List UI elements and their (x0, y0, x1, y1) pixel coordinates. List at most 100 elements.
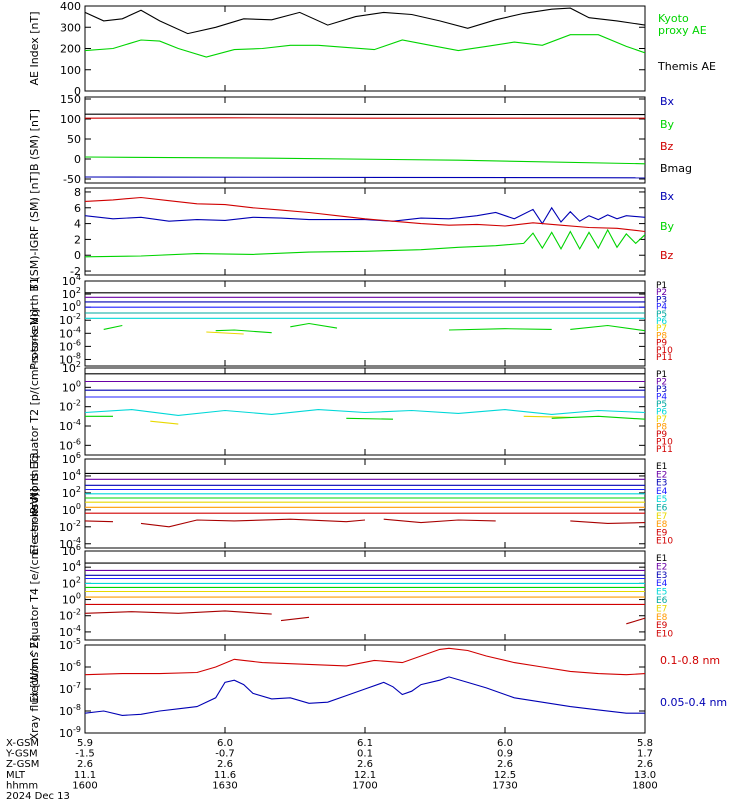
y-tick-label: 10-2 (59, 519, 81, 534)
y-tick-label: 10-2 (59, 608, 81, 623)
footer-value: 0.1 (357, 749, 373, 760)
footer-value: 1800 (632, 780, 657, 791)
y-tick-label: 10-6 (59, 437, 81, 452)
legend-entry-p9: P9 (656, 339, 667, 349)
tick-exponent: 0 (76, 299, 81, 308)
tick-exponent: 6 (76, 543, 81, 552)
legend-entry: Bx (660, 190, 675, 203)
tick-exponent: 6 (76, 451, 81, 460)
tick-base: 10 (59, 661, 73, 674)
segment-line (523, 415, 571, 418)
segment-line (551, 415, 645, 420)
series-line-by (85, 228, 645, 258)
y-tick-label: 106 (62, 451, 81, 466)
panel-bdiff: 8 6 4 2 0 -2 B (SM)-IGRF (SM) [nT] Bx By Bz (28, 171, 675, 291)
legend-entry-p8: P8 (656, 423, 667, 433)
footer-value: 2.6 (217, 759, 233, 770)
series-line-0-05-0-4-nm (85, 676, 645, 716)
y-tick-label: 104 (62, 273, 81, 288)
tick-exponent: 4 (76, 468, 81, 477)
y-tick-label: 10-2 (59, 399, 81, 414)
footer-value: 1730 (492, 780, 517, 791)
y-tick-label: 0 (74, 153, 81, 166)
legend-entry: By (660, 220, 675, 233)
legend-entry-p7: P7 (656, 415, 667, 425)
footer-value: 11.1 (74, 770, 96, 781)
legend-entry-e7: E7 (656, 604, 667, 614)
plot-frame (84, 550, 646, 641)
segment-line (346, 417, 394, 420)
legend-entry-p5: P5 (656, 400, 667, 410)
tick-base: 10 (62, 288, 76, 301)
tick-base: 10 (59, 353, 73, 366)
series-line-kyoto-proxy-ae (85, 34, 645, 58)
legend-entry-e4: E4 (656, 487, 668, 497)
legend-entry-p2: P2 (656, 378, 667, 388)
tick-exponent: -7 (73, 681, 81, 690)
tick-exponent: 2 (76, 286, 81, 295)
segment-line (206, 331, 244, 335)
segment-line (290, 322, 338, 329)
legend-entry-p1: P1 (656, 281, 667, 291)
legend-entry-e5: E5 (656, 588, 667, 598)
y-tick-label: 100 (62, 592, 81, 607)
panel-ae: 400 300 200 100 0 AE Index [nT] Kyoto proxy AE T… (28, 0, 716, 98)
data-layer (85, 472, 645, 528)
series-line-by (85, 156, 645, 165)
y-axis-label: Electrons Equator T4 [e/(cm²-s-sr-keV)] (28, 488, 41, 703)
footer-value: 2.6 (357, 759, 373, 770)
legend-entry-p11: P11 (656, 445, 673, 455)
tick-base: 10 (59, 327, 73, 340)
footer-value: 13.0 (634, 770, 656, 781)
footer-value: 1630 (212, 780, 237, 791)
data-layer (85, 292, 645, 335)
tick-exponent: -6 (73, 659, 81, 668)
legend-entry-e7: E7 (656, 512, 667, 522)
y-tick-label: 10-4 (59, 325, 81, 340)
y-axis-label: B (SM)-IGRF (SM) [nT] (28, 171, 41, 291)
y-tick-label: 102 (62, 485, 81, 500)
footer-value: -0.7 (215, 749, 235, 760)
footer-value: -1.5 (75, 749, 95, 760)
series-line-bx (85, 206, 645, 225)
y-tick-label: 100 (62, 379, 81, 394)
tick-exponent: -4 (73, 418, 81, 427)
y-tick-label: -50 (63, 173, 81, 186)
segment-line (215, 329, 272, 334)
tick-base: 10 (59, 340, 73, 353)
legend-entry: 0.1-0.8 nm (660, 654, 720, 667)
legend-entry-e3: E3 (656, 479, 667, 489)
plot-frame (84, 280, 646, 367)
tick-base: 10 (59, 314, 73, 327)
y-axis-label: Electrons North T3 (28, 452, 41, 554)
y-tick-label: 10-6 (59, 338, 81, 353)
footer-value: 5.9 (77, 738, 93, 749)
tick-exponent: -2 (73, 519, 81, 528)
tick-exponent: -4 (73, 536, 81, 545)
legend-entry: Kyoto proxy AE (658, 12, 707, 37)
footer-value: 12.1 (354, 770, 376, 781)
tick-base: 10 (62, 470, 76, 483)
y-tick-label: 50 (67, 133, 81, 146)
footer-value: 0.9 (497, 749, 513, 760)
legend-entry: By (660, 118, 675, 131)
y-tick-label: 10-7 (59, 681, 81, 696)
tick-exponent: 0 (76, 379, 81, 388)
tick-exponent: -8 (73, 703, 81, 712)
y-tick-label: 10-9 (59, 725, 81, 740)
series-line-bx (85, 176, 645, 179)
y-axis-label: B (SM) [nT] (28, 109, 41, 171)
tick-base: 10 (59, 521, 73, 534)
y-tick-label: 0 (74, 85, 81, 98)
plot-frame (84, 458, 646, 549)
y-tick-label: 104 (62, 559, 81, 574)
tick-exponent: 0 (76, 592, 81, 601)
legend-entry: Themis AE (657, 60, 716, 73)
segment-line (140, 518, 366, 528)
data-layer (85, 647, 645, 716)
tick-base: 10 (59, 439, 73, 452)
legend-entry-p8: P8 (656, 331, 667, 341)
y-tick-label: 10-4 (59, 624, 81, 639)
